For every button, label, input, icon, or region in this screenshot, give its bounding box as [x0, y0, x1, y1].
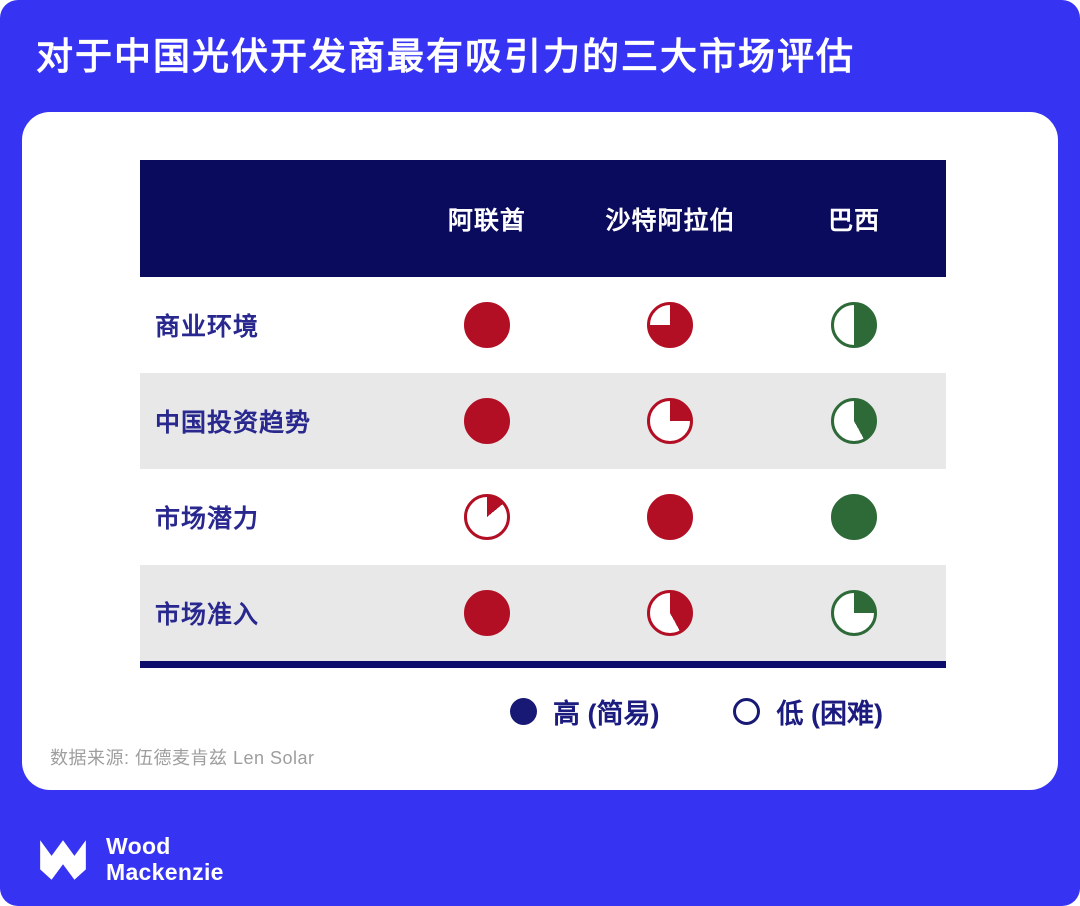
harvey-ball-icon [647, 590, 694, 636]
harvey-ball-icon [463, 590, 510, 636]
harvey-ball-icon [831, 398, 878, 444]
harvey-ball-icon [463, 494, 510, 540]
logo-line2: Mackenzie [106, 859, 224, 885]
logo-line1: Wood [106, 833, 171, 859]
legend-label: 低 (困难) [776, 699, 883, 729]
legend: 高 (简易) 低 (困难) [510, 692, 883, 731]
filled-circle-icon [510, 698, 537, 725]
legend-label: 高 (简易) [553, 699, 660, 729]
assessment-table: 阿联酋 沙特阿拉伯 巴西 商业环境 中国投资趋势 市场潜力 [140, 160, 946, 668]
page-title: 对于中国光伏开发商最有吸引力的三大市场评估 [36, 36, 855, 77]
harvey-ball-icon [831, 494, 878, 540]
row-label: 市场准入 [155, 601, 260, 629]
data-source-note: 数据来源: 伍德麦肯兹 Len Solar [50, 748, 315, 768]
harvey-ball-icon [463, 398, 510, 444]
woodmac-logo-icon [40, 840, 86, 880]
harvey-ball-icon [463, 302, 510, 348]
chart-card: 阿联酋 沙特阿拉伯 巴西 商业环境 中国投资趋势 市场潜力 [22, 112, 1058, 790]
column-header-uae: 阿联酋 [447, 206, 526, 235]
table-row: 市场潜力 [140, 469, 946, 565]
empty-circle-icon [733, 698, 761, 725]
table-header-row: 阿联酋 沙特阿拉伯 巴西 [140, 160, 946, 277]
table-bottom-rule [140, 661, 946, 668]
table-row: 商业环境 [140, 277, 946, 373]
harvey-ball-icon [831, 590, 878, 636]
row-label: 市场潜力 [155, 505, 260, 533]
harvey-ball-icon [647, 302, 694, 348]
harvey-ball-icon [831, 302, 878, 348]
legend-item-low: 低 (困难) [733, 692, 883, 731]
row-label: 商业环境 [155, 313, 260, 341]
harvey-ball-icon [647, 398, 694, 444]
woodmac-logo-text: Wood Mackenzie [106, 833, 224, 885]
column-header-saudi: 沙特阿拉伯 [605, 206, 736, 235]
woodmac-logo: Wood Mackenzie [36, 832, 224, 886]
column-header-brazil: 巴西 [828, 206, 881, 235]
row-label: 中国投资趋势 [155, 409, 312, 437]
table-row: 中国投资趋势 [140, 373, 946, 469]
harvey-ball-icon [647, 494, 694, 540]
table-row: 市场准入 [140, 565, 946, 661]
legend-item-high: 高 (简易) [510, 692, 659, 731]
